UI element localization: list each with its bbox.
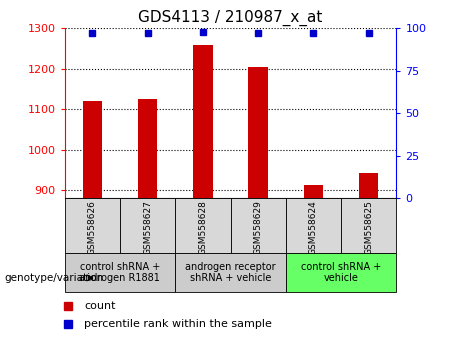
Bar — [341, 198, 396, 253]
Bar — [65, 253, 175, 292]
Text: GSM558627: GSM558627 — [143, 200, 152, 255]
Text: androgen receptor
shRNA + vehicle: androgen receptor shRNA + vehicle — [185, 262, 276, 284]
Text: genotype/variation: genotype/variation — [5, 273, 104, 283]
Text: control shRNA +
androgen R1881: control shRNA + androgen R1881 — [79, 262, 160, 284]
Text: GSM558629: GSM558629 — [254, 200, 263, 255]
Bar — [83, 101, 102, 198]
Bar — [120, 198, 175, 253]
Text: GSM558628: GSM558628 — [198, 200, 207, 255]
Text: percentile rank within the sample: percentile rank within the sample — [84, 319, 272, 329]
Bar — [359, 173, 378, 198]
Bar — [230, 198, 286, 253]
Text: control shRNA +
vehicle: control shRNA + vehicle — [301, 262, 381, 284]
Text: GSM558624: GSM558624 — [309, 200, 318, 255]
Title: GDS4113 / 210987_x_at: GDS4113 / 210987_x_at — [138, 9, 323, 25]
Text: GSM558626: GSM558626 — [88, 200, 97, 255]
Bar — [175, 253, 286, 292]
Bar — [286, 198, 341, 253]
Bar — [65, 198, 120, 253]
Text: count: count — [84, 301, 116, 311]
Bar — [193, 45, 213, 198]
Bar — [138, 99, 157, 198]
Bar — [248, 67, 268, 198]
Bar — [304, 185, 323, 198]
Text: GSM558625: GSM558625 — [364, 200, 373, 255]
Bar — [286, 253, 396, 292]
Bar — [175, 198, 230, 253]
